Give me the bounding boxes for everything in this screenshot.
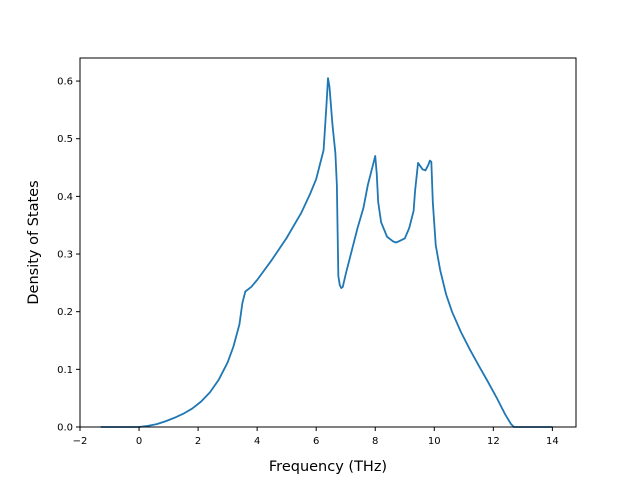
y-tick-label: 0.3 <box>57 250 73 261</box>
x-axis-label: Frequency (THz) <box>269 459 387 475</box>
axes-frame <box>79 57 577 428</box>
y-tick-label: 0.0 <box>57 423 73 434</box>
y-tick-label: 0.6 <box>57 77 73 88</box>
x-tick-label: 12 <box>487 436 500 447</box>
x-tick-label: 8 <box>372 436 378 447</box>
x-tick-label: 2 <box>195 436 201 447</box>
y-tick-label: 0.1 <box>57 365 73 376</box>
x-tick-label: 14 <box>546 436 559 447</box>
x-axis-ticks: −2 0 2 4 6 8 10 12 14 <box>73 427 559 447</box>
y-axis-label: Density of States <box>26 180 42 304</box>
x-tick-label: 4 <box>254 436 260 447</box>
y-tick-label: 0.2 <box>57 307 73 318</box>
y-tick-label: 0.5 <box>57 134 73 145</box>
y-axis-ticks: 0.0 0.1 0.2 0.3 0.4 0.5 0.6 <box>57 77 80 434</box>
x-tick-label: 10 <box>428 436 441 447</box>
series-line-0 <box>100 77 553 428</box>
y-tick-label: 0.4 <box>57 192 73 203</box>
x-tick-label: 0 <box>136 436 142 447</box>
plot-area <box>100 77 553 428</box>
x-tick-label: −2 <box>73 436 88 447</box>
x-tick-label: 6 <box>313 436 319 447</box>
